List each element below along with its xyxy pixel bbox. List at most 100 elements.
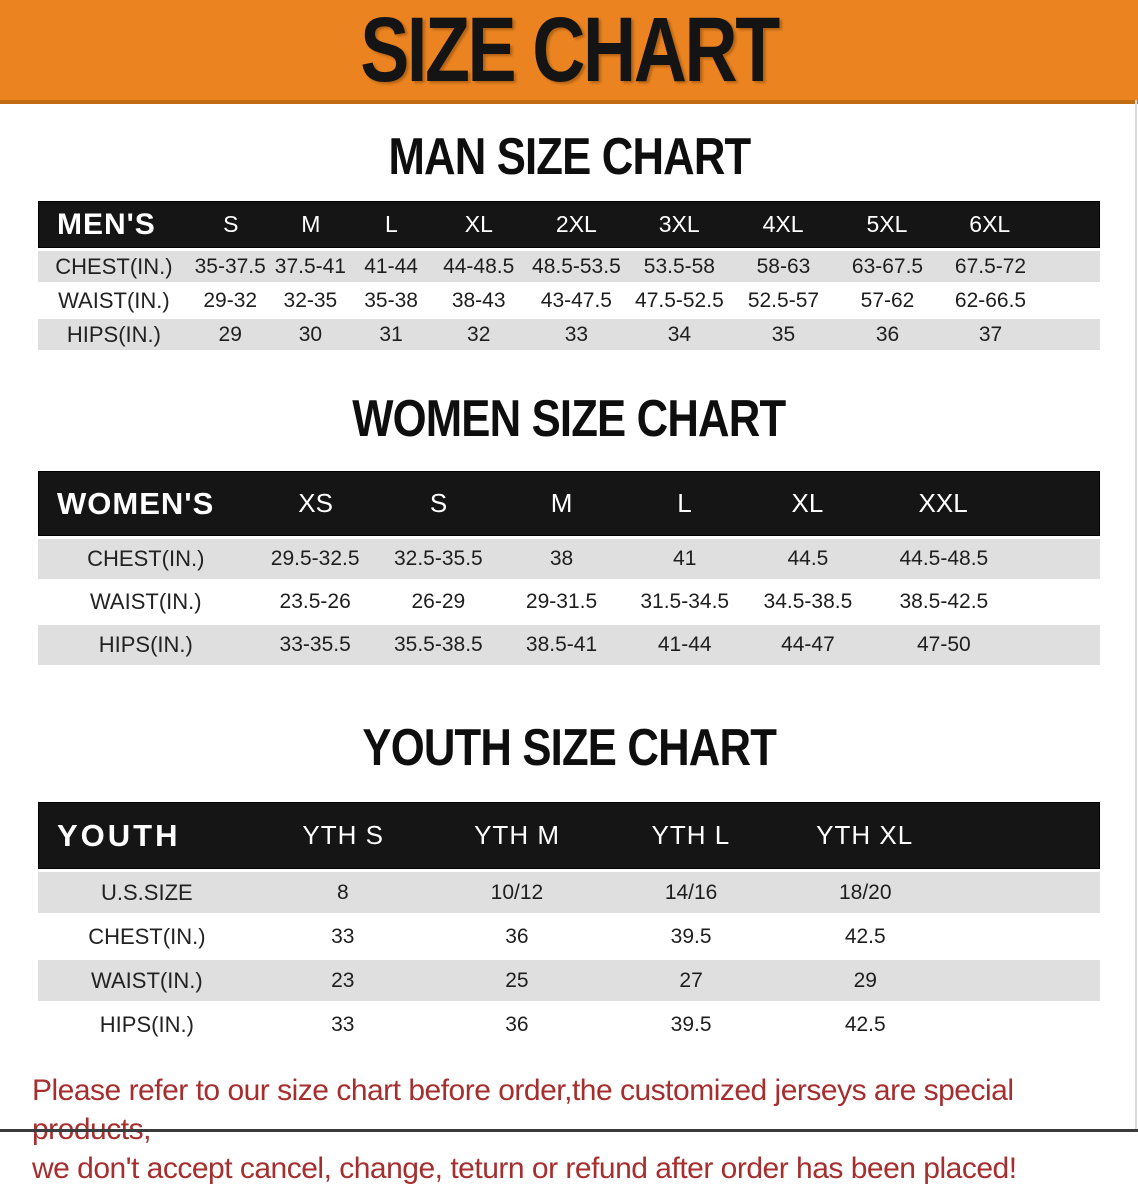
- youth-column-header: YTH XL: [816, 820, 914, 850]
- banner-title: SIZE CHART: [360, 0, 780, 101]
- image-right-edge-line: [1135, 100, 1137, 1129]
- size-value: 29-31.5: [525, 590, 598, 613]
- men-size-table: MEN'S S M L XL 2XL 3XL 4XL 5XL 6XL CHEST…: [38, 201, 1100, 350]
- row-label: WAIST(IN.): [91, 967, 203, 993]
- row-label: WAIST(IN.): [58, 287, 170, 313]
- size-value: 47-50: [916, 633, 971, 656]
- women-waist-row: WAIST(IN.) 23.5-26 26-29 29-31.5 31.5-34…: [38, 582, 1100, 622]
- women-section-heading-text: WOMEN SIZE CHART: [352, 390, 786, 448]
- size-value: 38.5-41: [525, 633, 598, 656]
- size-value: 29.5-32.5: [270, 547, 360, 570]
- size-value: 10/12: [490, 880, 544, 904]
- row-label: HIPS(IN.): [99, 1011, 194, 1037]
- men-table-header-row: MEN'S S M L XL 2XL 3XL 4XL 5XL 6XL: [38, 201, 1100, 248]
- youth-section-heading-text: YOUTH SIZE CHART: [362, 719, 777, 777]
- women-section-heading: WOMEN SIZE CHART: [0, 393, 1138, 445]
- size-value: 36: [505, 924, 529, 948]
- size-value: 44-48.5: [443, 254, 515, 278]
- size-value: 35-38: [364, 288, 418, 312]
- size-value: 39.5: [670, 1012, 712, 1036]
- women-table-corner-label: WOMEN'S: [57, 485, 215, 521]
- men-column-header: 2XL: [555, 211, 597, 237]
- size-value: 58-63: [756, 254, 811, 278]
- women-column-header: S: [429, 488, 448, 518]
- size-value: 32: [467, 322, 491, 346]
- size-value: 8: [336, 880, 349, 904]
- women-column-header: XS: [298, 488, 333, 518]
- size-value: 57-62: [860, 288, 915, 312]
- size-value: 14/16: [664, 880, 718, 904]
- men-column-header: 5XL: [866, 211, 908, 237]
- size-value: 63-67.5: [851, 254, 924, 278]
- men-chest-row: CHEST(IN.) 35-37.5 37.5-41 41-44 44-48.5…: [38, 251, 1100, 282]
- youth-hips-row: HIPS(IN.) 33 36 39.5 42.5: [38, 1004, 1100, 1045]
- size-value: 67.5-72: [954, 254, 1027, 278]
- men-section-heading-text: MAN SIZE CHART: [388, 128, 751, 186]
- youth-column-header: YTH L: [651, 820, 731, 850]
- size-value: 35-37.5: [194, 254, 266, 278]
- disclaimer-line-1: Please refer to our size chart before or…: [32, 1074, 1014, 1146]
- size-value: 38: [549, 547, 574, 570]
- size-value: 33: [564, 322, 589, 346]
- women-hips-row: HIPS(IN.) 33-35.5 35.5-38.5 38.5-41 41-4…: [38, 625, 1100, 665]
- men-table-corner-label: MEN'S: [57, 207, 156, 241]
- youth-column-header: YTH M: [474, 820, 560, 850]
- size-value: 29: [853, 968, 877, 992]
- women-column-header: M: [550, 488, 573, 518]
- row-label: CHEST(IN.): [55, 253, 173, 279]
- youth-table-header-row: YOUTH YTH S YTH M YTH L YTH XL: [38, 802, 1100, 869]
- size-value: 44.5: [787, 547, 829, 570]
- size-value: 34: [667, 322, 692, 346]
- size-value: 36: [505, 1012, 529, 1036]
- size-value: 53.5-58: [643, 254, 715, 278]
- size-value: 48.5-53.5: [532, 254, 621, 278]
- men-hips-row: HIPS(IN.) 29 30 31 32 33 34 35 36 37: [38, 319, 1100, 350]
- youth-column-header: YTH S: [302, 820, 384, 850]
- row-label: WAIST(IN.): [89, 589, 202, 614]
- size-value: 37.5-41: [274, 254, 346, 278]
- size-value: 34.5-38.5: [763, 590, 853, 613]
- size-value: 33: [331, 924, 355, 948]
- size-value: 36: [875, 322, 900, 346]
- size-value: 31: [379, 322, 403, 346]
- size-value: 38-43: [451, 288, 506, 312]
- youth-ussize-row: U.S.SIZE 8 10/12 14/16 18/20: [38, 872, 1100, 913]
- image-bottom-edge-line: [0, 1129, 1138, 1132]
- size-chart-banner: SIZE CHART: [0, 0, 1138, 104]
- size-value: 41-44: [364, 254, 418, 278]
- size-value: 23.5-26: [279, 590, 351, 613]
- men-column-header: M: [301, 211, 321, 237]
- youth-waist-row: WAIST(IN.) 23 25 27 29: [38, 960, 1100, 1001]
- size-value: 44.5-48.5: [899, 547, 989, 570]
- size-value: 43-47.5: [540, 288, 612, 312]
- row-label: CHEST(IN.): [87, 546, 205, 571]
- disclaimer-line-2: we don't accept cancel, change, teturn o…: [32, 1152, 1017, 1185]
- men-column-header: 6XL: [969, 211, 1011, 237]
- women-chest-row: CHEST(IN.) 29.5-32.5 32.5-35.5 38 41 44.…: [38, 539, 1100, 579]
- size-value: 44-47: [781, 633, 835, 656]
- size-value: 23: [331, 968, 355, 992]
- men-column-header: S: [223, 211, 239, 237]
- size-value: 32.5-35.5: [393, 547, 483, 570]
- youth-table-corner-label: YOUTH: [57, 817, 181, 853]
- youth-chest-row: CHEST(IN.) 33 36 39.5 42.5: [38, 916, 1100, 957]
- size-value: 32-35: [283, 288, 338, 312]
- size-value: 35: [771, 322, 796, 346]
- size-value: 18/20: [838, 880, 892, 904]
- men-waist-row: WAIST(IN.) 29-32 32-35 35-38 38-43 43-47…: [38, 285, 1100, 316]
- size-value: 29: [218, 322, 242, 346]
- men-section-heading: MAN SIZE CHART: [0, 131, 1138, 183]
- row-label: U.S.SIZE: [101, 879, 193, 905]
- size-value: 31.5-34.5: [640, 590, 730, 613]
- men-column-header: XL: [464, 211, 493, 237]
- women-table-header-row: WOMEN'S XS S M L XL XXL: [38, 471, 1100, 536]
- size-value: 39.5: [670, 924, 712, 948]
- size-value: 37: [978, 322, 1003, 346]
- women-size-table: WOMEN'S XS S M L XL XXL CHEST(IN.) 29.5-…: [38, 471, 1100, 665]
- size-value: 33: [331, 1012, 355, 1036]
- women-column-header: L: [677, 488, 692, 518]
- men-column-header: 3XL: [658, 211, 700, 237]
- youth-section-heading: YOUTH SIZE CHART: [0, 722, 1138, 774]
- size-value: 26-29: [411, 590, 466, 613]
- size-value: 41-44: [657, 633, 712, 656]
